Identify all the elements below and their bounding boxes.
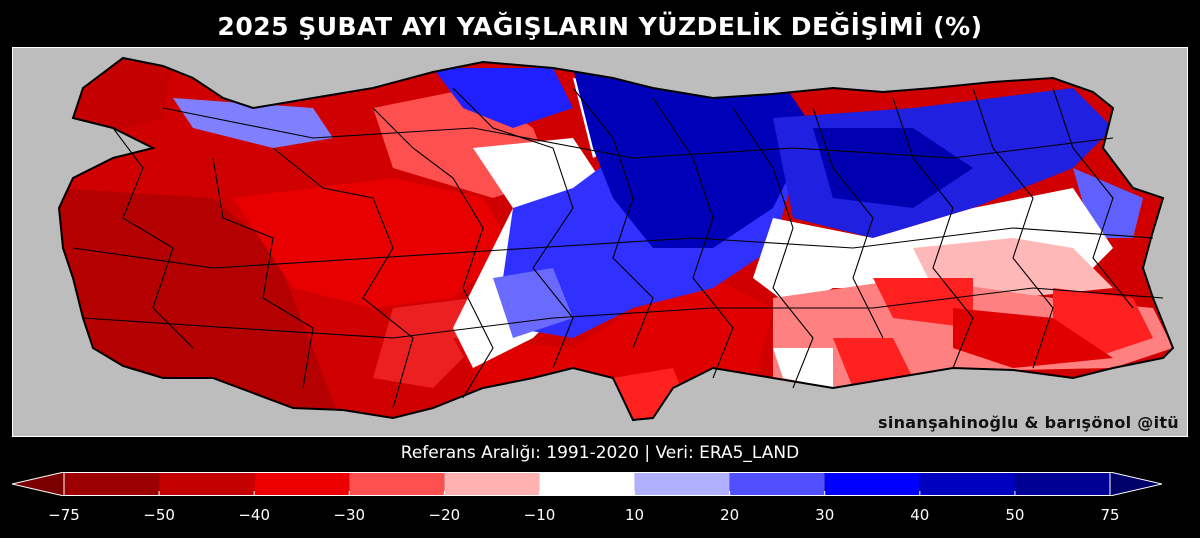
colorbar-tick-label: −20 [428,506,461,524]
colorbar-tick-label: 40 [910,506,930,524]
colorbar-segment [64,472,160,496]
colorbar-segment [349,472,445,496]
colorbar-tick-label: 30 [815,506,835,524]
map-title: 2025 ŞUBAT AYI YAĞIŞLARIN YÜZDELİK DEĞİŞ… [217,12,983,41]
province-borders [72,87,1164,409]
colorbar-segment [919,472,1015,496]
colorbar-under-arrow [12,472,65,496]
subtitle: Referans Aralığı: 1991-2020 | Veri: ERA5… [400,443,800,463]
colorbar-over-arrow [1109,472,1162,496]
colorbar [12,472,1162,496]
colorbar-tick-label: −40 [238,506,270,524]
colorbar-tick-label: 75 [1100,506,1120,524]
colorbar-segment [444,472,540,496]
colorbar-segment [1014,472,1110,496]
colorbar-tick-label: −30 [333,506,366,524]
turkey-precip-map [58,57,1174,421]
colorbar-segment [729,472,825,496]
colorbar-segment [539,472,635,496]
colorbar-tick-label: −75 [48,506,80,524]
colorbar-frame [63,472,1111,496]
map-panel: sinanşahinoğlu & barışönol @itü [12,47,1188,437]
colorbar-segment [254,472,350,496]
colorbar-tick-label: 20 [720,506,740,524]
colorbar-tick-label: 10 [624,506,645,524]
colorbar-tick-label: 50 [1005,506,1025,524]
colorbar-tick-label: −50 [143,506,175,524]
colorbar-segment [159,472,255,496]
colorbar-segment [634,472,730,496]
colorbar-tick-label: −10 [523,506,556,524]
colorbar-segment [824,472,920,496]
credit-text: sinanşahinoğlu & barışönol @itü [878,413,1179,432]
